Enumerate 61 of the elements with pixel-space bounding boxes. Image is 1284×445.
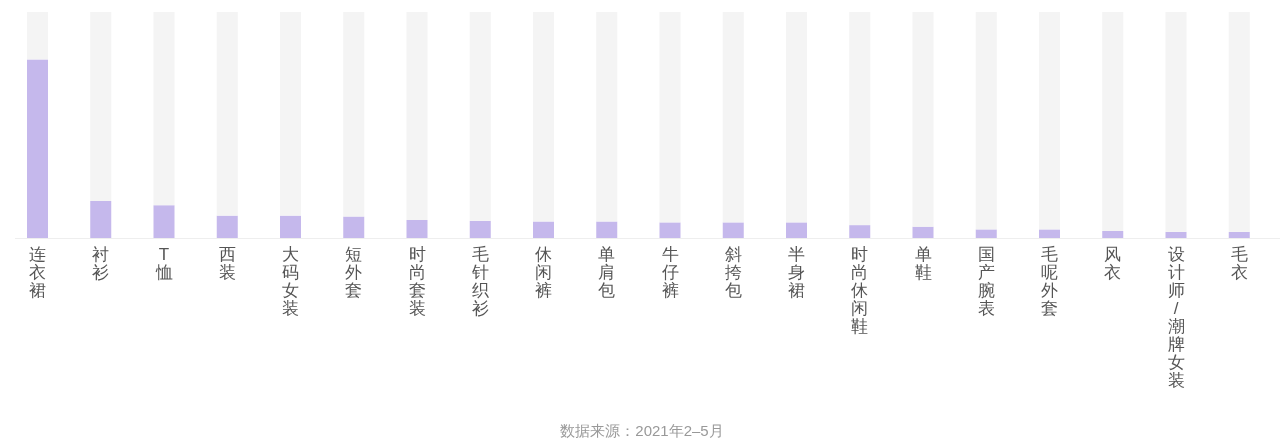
bar: [153, 205, 175, 238]
x-tick-label: 西装: [218, 245, 236, 282]
bar: [659, 12, 681, 223]
bar: [1102, 230, 1124, 238]
bar: [1228, 12, 1250, 232]
bar: [849, 12, 871, 226]
x-tick-label: 斜挎包: [724, 245, 742, 300]
x-tick-label: 牛仔裤: [661, 245, 679, 300]
bar: [27, 59, 48, 238]
bar: [912, 12, 934, 227]
bar: [216, 215, 238, 238]
x-tick-label: 单肩包: [598, 245, 616, 300]
bar: [1039, 12, 1060, 230]
bar: [343, 216, 365, 238]
bar: [1039, 229, 1060, 238]
x-tick-label: 毛针织衫: [470, 245, 489, 318]
bar: [596, 221, 618, 238]
bar: [533, 12, 554, 222]
bar: [1102, 12, 1124, 231]
bar: [343, 12, 365, 217]
x-tick-label: 衬衫: [92, 245, 110, 282]
bar: [406, 219, 428, 238]
x-tick-label: 短外套: [345, 245, 363, 300]
source-note: 数据来源：2021年2–5月: [560, 422, 724, 439]
bar: [469, 220, 491, 238]
bar: [786, 12, 807, 223]
bar: [912, 226, 934, 238]
bar: [722, 12, 744, 223]
bar: [596, 12, 618, 222]
x-tick-label: T恤: [154, 245, 173, 282]
bar: [659, 222, 681, 238]
bar: [469, 12, 491, 221]
bar: [1165, 231, 1187, 238]
bar: [216, 12, 238, 216]
x-tick-label: 半身裙: [788, 245, 805, 300]
bar: [90, 200, 112, 238]
x-tick-label: 毛衣: [1230, 245, 1248, 282]
bar: [722, 222, 744, 238]
x-tick-label: 时尚休闲鞋: [851, 245, 869, 336]
bar: [280, 215, 301, 238]
bar: [849, 225, 871, 238]
bar: [786, 222, 807, 238]
bar: [90, 12, 112, 201]
x-tick-label: 时尚套装: [408, 245, 426, 318]
bar: [1228, 231, 1250, 238]
x-tick-label: 连衣裙: [29, 245, 46, 300]
x-tick-label: 设计师/潮牌女装: [1167, 245, 1185, 390]
x-tick-label: 单鞋: [914, 245, 932, 282]
bar: [280, 12, 301, 216]
x-tick-label: 大码女装: [282, 245, 299, 318]
x-tick-label: 风衣: [1104, 245, 1122, 282]
x-tick-label: 毛呢外套: [1041, 245, 1058, 318]
bar: [153, 12, 175, 206]
bar: [533, 221, 554, 238]
x-tick-label: 休闲裤: [535, 245, 552, 300]
bar: [975, 12, 997, 230]
bar: [406, 12, 428, 220]
x-tick-label: 国产腕表: [977, 245, 995, 318]
bar: [27, 12, 48, 60]
bar: [1165, 12, 1187, 232]
bar: [975, 229, 997, 238]
